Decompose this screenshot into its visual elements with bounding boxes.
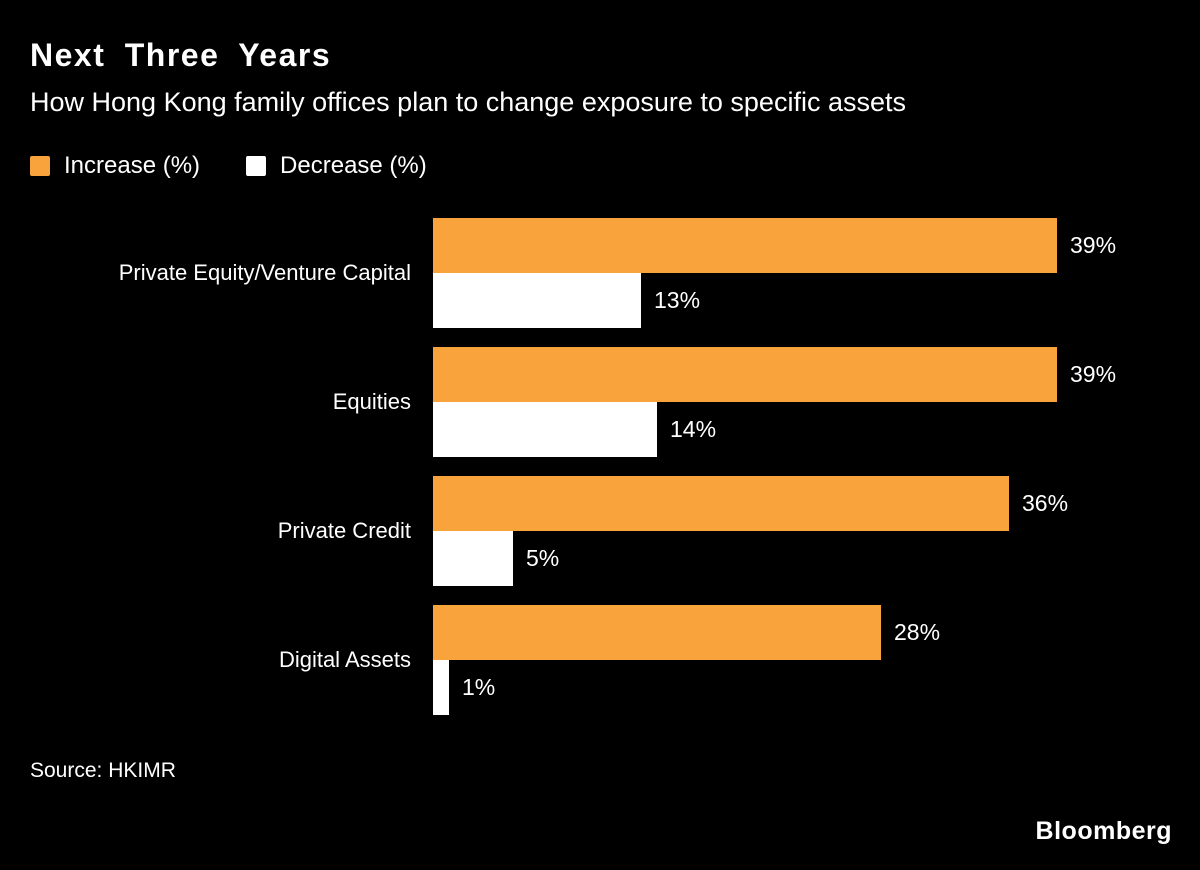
legend: Increase (%) Decrease (%) — [30, 152, 1170, 180]
chart-subtitle: How Hong Kong family offices plan to cha… — [30, 87, 906, 118]
chart-row-private-credit: Private Credit 36% 5% — [30, 476, 1170, 587]
bar-group: 39% 13% — [433, 218, 1116, 329]
increase-value-label: 39% — [1070, 361, 1117, 388]
decrease-value-label: 14% — [670, 416, 717, 443]
bloomberg-logo: Bloomberg — [1035, 817, 1172, 845]
decrease-swatch-icon — [246, 156, 267, 177]
chart-row-private-equity: Private Equity/Venture Capital 39% 13% — [30, 218, 1170, 329]
increase-bar-line: 36% — [433, 476, 1073, 532]
increase-swatch-icon — [30, 156, 50, 177]
decrease-bar-line: 14% — [433, 402, 1073, 458]
decrease-bar-line: 13% — [433, 273, 1073, 329]
increase-bar — [433, 605, 881, 661]
chart-row-digital-assets: Digital Assets 28% 1% — [30, 605, 1170, 716]
decrease-value-label: 1% — [462, 674, 496, 701]
bar-group: 39% 14% — [433, 347, 1116, 458]
legend-item-decrease: Decrease (%) — [246, 152, 427, 180]
increase-value-label: 28% — [894, 619, 941, 646]
source-note: Source: HKIMR — [30, 759, 176, 783]
decrease-value-label: 13% — [654, 287, 701, 314]
increase-bar — [433, 218, 1057, 274]
legend-item-increase: Increase (%) — [30, 152, 200, 180]
category-label: Private Equity/Venture Capital — [118, 260, 411, 286]
decrease-bar — [433, 402, 657, 458]
decrease-value-label: 5% — [526, 545, 560, 572]
chart-title: Next Three Years — [30, 37, 332, 73]
category-label: Private Credit — [277, 518, 411, 544]
decrease-bar-line: 1% — [433, 660, 1073, 716]
bar-group: 36% 5% — [433, 476, 1073, 587]
increase-bar — [433, 347, 1057, 403]
category-label: Equities — [332, 389, 411, 415]
increase-value-label: 39% — [1070, 232, 1117, 259]
increase-bar-line: 28% — [433, 605, 1073, 661]
bar-group: 28% 1% — [433, 605, 1073, 716]
decrease-bar — [433, 531, 513, 587]
decrease-bar — [433, 660, 449, 716]
legend-decrease-label: Decrease (%) — [280, 152, 427, 180]
legend-increase-label: Increase (%) — [64, 152, 201, 180]
bar-chart: Private Equity/Venture Capital 39% 13% E… — [30, 218, 1170, 716]
increase-bar-line: 39% — [433, 218, 1116, 274]
decrease-bar — [433, 273, 641, 329]
decrease-bar-line: 5% — [433, 531, 1073, 587]
increase-value-label: 36% — [1022, 490, 1069, 517]
category-label: Digital Assets — [278, 647, 411, 673]
increase-bar — [433, 476, 1009, 532]
chart-row-equities: Equities 39% 14% — [30, 347, 1170, 458]
increase-bar-line: 39% — [433, 347, 1116, 403]
